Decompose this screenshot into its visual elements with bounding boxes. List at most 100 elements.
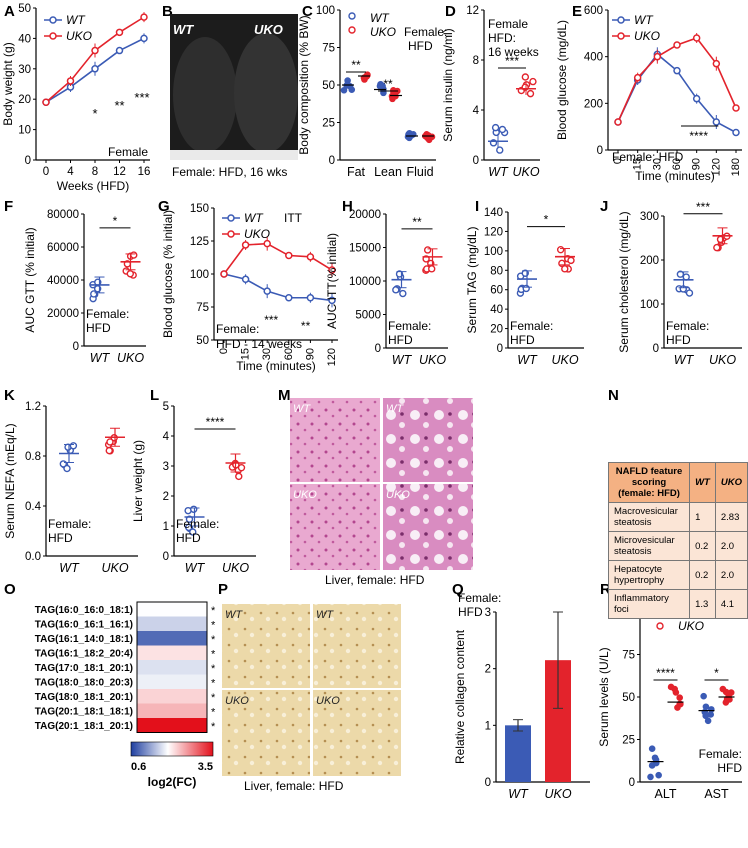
significance-star: **: [114, 98, 124, 113]
panel-letter-R: R: [600, 581, 611, 598]
y-axis-label: Relative collagen content: [453, 629, 467, 764]
series-uko-line: [223, 242, 333, 275]
x-tick-label: Fluid: [406, 165, 433, 179]
legend-uko-marker: [227, 230, 235, 238]
heatmap-row-label: TAG(16:0_16:1_16:1): [35, 620, 133, 631]
significance-star: ***: [264, 313, 278, 327]
y-tick-label: 80000: [47, 209, 79, 221]
y-tick-label: 25: [622, 735, 635, 747]
significance-star: **: [301, 319, 311, 333]
x-tick-label: 15: [240, 348, 252, 360]
wt-point: [692, 94, 701, 103]
panel-note: HFD: [717, 761, 742, 775]
panel-letter-F: F: [4, 198, 13, 215]
y-tick-label: 60: [490, 285, 503, 297]
y-tick-label: 125: [190, 236, 209, 248]
uko-point: [692, 34, 701, 42]
x-tick-label: UKO: [512, 165, 539, 179]
colorbar-min-label: 0.6: [131, 761, 146, 773]
uko-point: [126, 270, 134, 278]
x-tick-label: 120: [710, 158, 722, 176]
uko-point: [671, 685, 678, 693]
x-tick-label: UKO: [117, 351, 144, 365]
mice-photo: WT UKO: [170, 14, 298, 160]
panel-letter-J: J: [600, 198, 608, 215]
y-tick-label: 5: [163, 401, 169, 413]
panel-letter-A: A: [4, 3, 15, 20]
colorbar-label: log2(FC): [148, 775, 197, 789]
panel-note: HFD: [666, 333, 691, 347]
panel-note: HFD - 14 weeks: [216, 337, 302, 351]
itt-label: ITT: [284, 211, 303, 225]
nafld-cell: 1: [689, 502, 716, 532]
heatmap-cell: [137, 602, 207, 617]
panel-note: Female: HFD: [612, 150, 684, 164]
y-tick-label: 200: [584, 98, 603, 110]
he-caption: Liver, female: HFD: [325, 573, 425, 587]
significance-star: *: [211, 620, 216, 632]
significance-star: *: [211, 678, 216, 690]
wt-point: [90, 290, 98, 298]
x-tick-label: WT: [59, 561, 80, 575]
nafld-cell: 2.0: [714, 531, 748, 561]
panel-note: Female:: [699, 747, 742, 761]
y-tick-label: 40: [18, 33, 31, 45]
y-tick-label: 300: [640, 211, 659, 223]
nafld-header-uko: UKO: [714, 462, 748, 503]
y-tick-label: 20: [18, 94, 31, 106]
y-axis-label: Liver weight (g): [131, 440, 145, 522]
y-tick-label: 0: [597, 145, 603, 157]
wt-point: [732, 128, 740, 137]
significance-star: ****: [656, 666, 675, 680]
significance-star: *: [714, 666, 719, 680]
uko-point: [105, 446, 113, 455]
significance-star: ***: [505, 54, 519, 68]
nafld-cell: 1.3: [689, 589, 716, 619]
panel-note: HFD: [458, 605, 483, 619]
x-tick-label: 180: [730, 158, 742, 176]
y-tick-label: 50: [18, 3, 31, 15]
wt-point: [700, 692, 707, 700]
nafld-cell: 2.83: [714, 502, 748, 532]
y-tick-label: 100: [484, 246, 503, 258]
x-axis-label: Time (minutes): [236, 359, 316, 373]
wt-point: [655, 771, 662, 779]
significance-star: ***: [696, 200, 710, 214]
panel-letter-P: P: [218, 581, 228, 598]
uko-point: [423, 246, 432, 254]
y-axis-label: Blood glucose (% initial): [161, 210, 175, 338]
x-tick-label: UKO: [709, 353, 736, 367]
panel-letter-C: C: [302, 3, 313, 20]
y-tick-label: 600: [584, 5, 603, 17]
significance-star: *: [211, 721, 216, 733]
y-tick-label: 10000: [349, 276, 381, 288]
panel-note: HFD: [176, 531, 201, 545]
x-axis-label: Time (minutes): [635, 169, 715, 183]
y-tick-label: 200: [640, 255, 659, 267]
wt-point: [708, 706, 715, 713]
uko-point: [285, 251, 293, 260]
y-tick-label: 15000: [349, 243, 381, 255]
series-uko-line: [45, 16, 145, 103]
x-tick-label: 0: [218, 348, 230, 354]
legend-uko-marker: [617, 32, 625, 40]
x-tick-label: 15: [632, 158, 644, 170]
heatmap-border: [136, 601, 208, 733]
x-tick-label: 12: [113, 166, 126, 178]
wt-point: [648, 745, 656, 752]
wt-point: [91, 65, 99, 73]
y-tick-label: 50: [322, 80, 335, 92]
panel-note: Female:: [510, 319, 553, 333]
y-tick-label: 0: [629, 777, 635, 789]
wt-point: [651, 754, 659, 762]
x-tick-label: 4: [67, 166, 74, 178]
wt-point: [392, 286, 400, 294]
uko-point: [220, 270, 228, 278]
sr-label-4: UKO: [316, 695, 340, 707]
x-tick-label: 30: [261, 348, 273, 360]
significance-star: *: [211, 707, 216, 719]
uko-point: [722, 688, 730, 696]
uko-point: [388, 92, 396, 100]
y-tick-label: 100: [316, 5, 335, 17]
panel-letter-E: E: [572, 3, 582, 20]
